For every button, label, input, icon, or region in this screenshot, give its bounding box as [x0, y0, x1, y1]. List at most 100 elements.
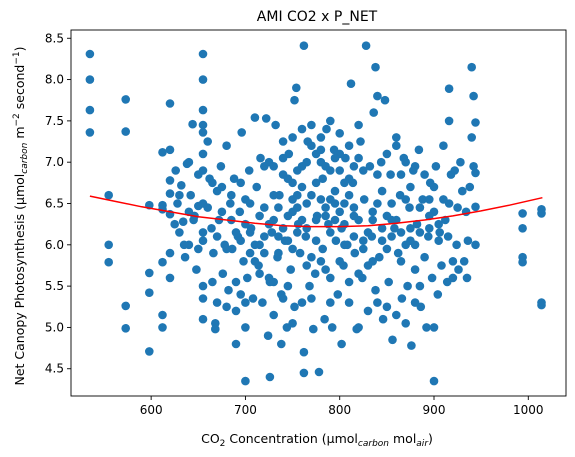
data-point — [382, 149, 392, 159]
data-point — [278, 294, 288, 303]
data-point — [283, 211, 293, 221]
data-point — [212, 232, 222, 241]
data-point — [245, 199, 255, 208]
data-point — [269, 190, 279, 200]
data-point — [198, 128, 208, 137]
data-point — [373, 170, 382, 179]
data-point — [293, 203, 302, 212]
data-point — [471, 202, 480, 212]
data-point — [444, 116, 454, 126]
data-point — [330, 186, 340, 196]
data-point — [433, 290, 443, 299]
data-point — [236, 290, 245, 299]
data-point — [299, 347, 309, 357]
data-point — [354, 153, 363, 163]
data-point — [274, 248, 283, 258]
data-point — [316, 195, 326, 204]
data-point — [293, 166, 302, 175]
data-point — [175, 190, 184, 200]
data-point — [307, 120, 316, 130]
data-point — [192, 265, 201, 274]
data-point — [365, 162, 375, 171]
data-point — [203, 203, 212, 212]
data-point — [467, 62, 477, 72]
data-point — [392, 141, 401, 150]
data-point — [227, 190, 236, 200]
y-tick-label: 6.0 — [45, 238, 64, 252]
data-point — [321, 203, 330, 212]
data-point — [373, 298, 382, 307]
data-point — [208, 178, 217, 188]
data-point — [453, 203, 462, 212]
data-point — [305, 281, 314, 291]
data-point — [239, 257, 248, 266]
data-point — [186, 190, 195, 200]
data-point — [177, 181, 186, 190]
y-tick-label: 7.5 — [45, 114, 64, 128]
data-point — [340, 240, 349, 250]
data-point — [179, 240, 189, 250]
data-point — [393, 248, 403, 258]
data-point — [316, 257, 326, 266]
data-point — [467, 133, 477, 142]
data-point — [396, 228, 406, 237]
data-point — [293, 228, 302, 237]
data-point — [359, 244, 368, 254]
data-point — [311, 236, 321, 245]
data-point — [184, 157, 194, 167]
data-point — [327, 323, 337, 332]
data-point — [363, 228, 373, 237]
data-point — [448, 257, 458, 266]
data-point — [158, 310, 167, 320]
data-point — [337, 339, 346, 349]
data-point — [405, 203, 414, 212]
data-point — [212, 298, 222, 307]
data-point — [330, 199, 340, 208]
data-point — [180, 252, 190, 262]
data-point — [244, 166, 254, 175]
data-point — [85, 75, 95, 84]
data-point — [241, 298, 250, 307]
data-point — [392, 133, 401, 142]
data-point — [396, 257, 406, 266]
data-point — [340, 178, 349, 188]
y-tick-label: 8.5 — [45, 31, 64, 45]
data-point — [311, 178, 321, 188]
data-point — [373, 91, 382, 101]
data-point — [448, 273, 458, 283]
data-point — [335, 166, 345, 175]
data-point — [277, 339, 286, 349]
data-point — [469, 162, 478, 171]
data-point — [359, 195, 369, 204]
data-point — [198, 120, 208, 130]
data-point — [165, 176, 175, 185]
data-point — [387, 199, 396, 208]
data-point — [297, 124, 307, 134]
data-point — [165, 273, 175, 283]
data-point — [344, 277, 354, 287]
data-point — [255, 211, 264, 221]
data-point — [429, 376, 439, 386]
data-point — [309, 324, 318, 334]
data-point — [330, 215, 340, 225]
data-point — [145, 268, 154, 278]
data-point — [236, 178, 245, 188]
data-point — [222, 244, 231, 254]
data-point — [274, 203, 283, 212]
data-point — [198, 149, 208, 159]
data-point — [401, 319, 411, 328]
data-point — [252, 182, 261, 192]
data-point — [406, 182, 415, 192]
data-point — [431, 162, 441, 171]
data-point — [198, 281, 208, 291]
x-axis-label: CO2 Concentration (µmolcarbon molair) — [201, 431, 433, 449]
data-point — [237, 128, 246, 137]
data-point — [248, 294, 258, 303]
plot-frame — [70, 29, 567, 397]
data-point — [314, 367, 324, 377]
data-point — [333, 290, 343, 299]
data-point — [85, 128, 95, 137]
data-point — [271, 120, 280, 130]
data-point — [410, 162, 420, 171]
data-point — [335, 207, 345, 217]
